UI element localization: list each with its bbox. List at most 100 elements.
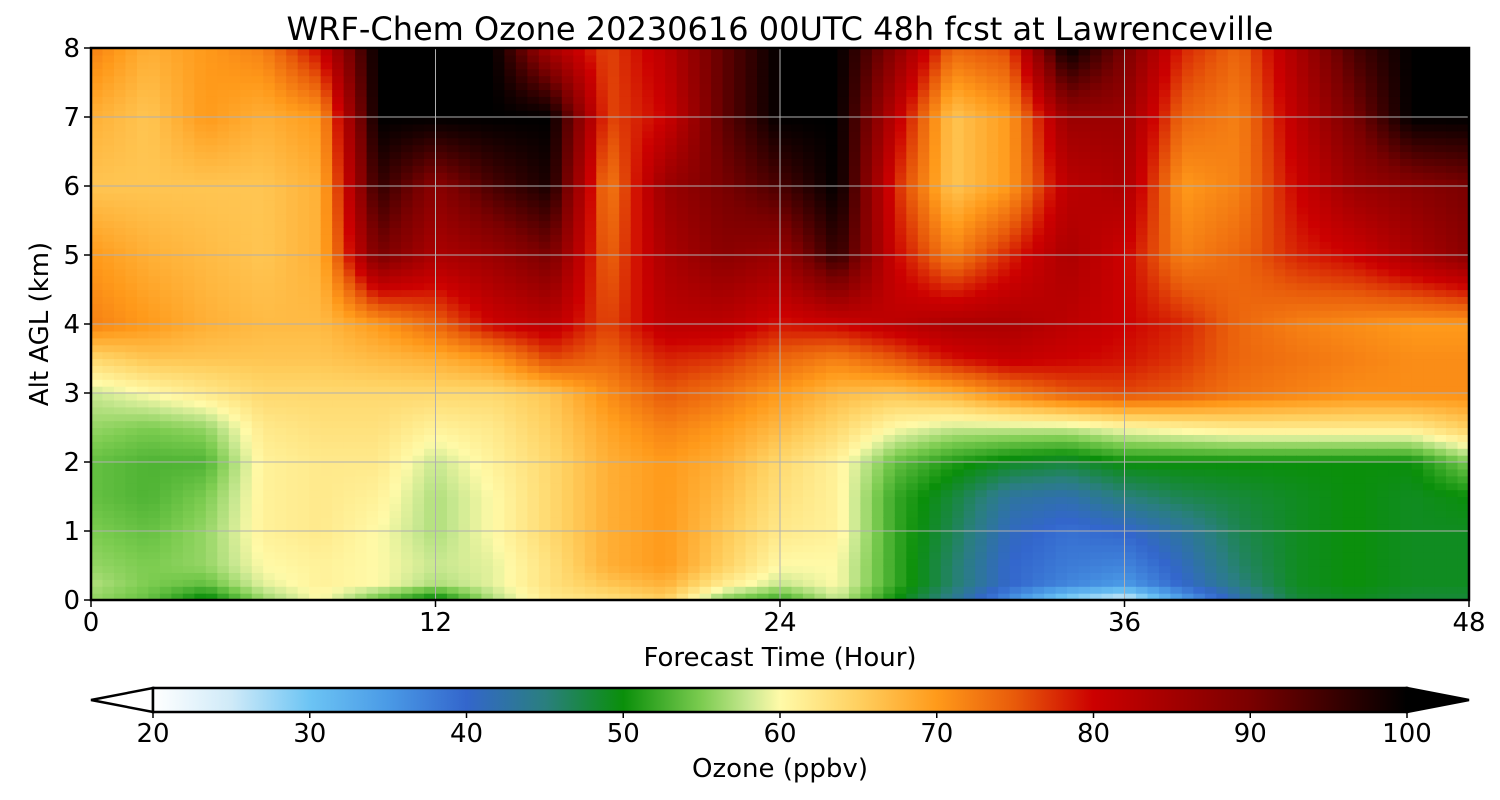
heatmap-cell: [446, 172, 460, 180]
heatmap-cell: [240, 330, 253, 339]
heatmap-cell: [401, 75, 414, 84]
heatmap-cell: [584, 324, 597, 332]
heatmap-cell: [653, 448, 666, 456]
heatmap-cell: [515, 227, 528, 235]
heatmap-cell: [573, 110, 586, 118]
heatmap-cell: [309, 110, 322, 118]
heatmap-cell: [607, 372, 620, 380]
heatmap-cell: [780, 117, 793, 125]
heatmap-cell: [136, 282, 150, 291]
heatmap-cell: [194, 261, 207, 270]
heatmap-cell: [194, 510, 207, 518]
heatmap-cell: [768, 510, 781, 518]
heatmap-cell: [136, 89, 150, 97]
heatmap-cell: [309, 241, 322, 249]
heatmap-cell: [527, 172, 540, 180]
heatmap-cell: [481, 510, 494, 518]
heatmap-cell: [745, 337, 758, 346]
heatmap-cell: [205, 531, 218, 539]
heatmap-cell: [584, 158, 597, 166]
heatmap-cell: [159, 579, 172, 587]
heatmap-cell: [630, 227, 643, 235]
heatmap-cell: [102, 220, 115, 228]
heatmap-cell: [780, 379, 793, 387]
heatmap-cell: [136, 344, 150, 353]
heatmap-cell: [619, 551, 632, 560]
heatmap-cell: [217, 344, 230, 353]
heatmap-cell: [274, 206, 287, 215]
heatmap-cell: [309, 579, 322, 587]
heatmap-cell: [538, 75, 551, 84]
heatmap-cell: [481, 475, 494, 484]
heatmap-cell: [159, 186, 172, 194]
heatmap-cell: [194, 165, 207, 173]
heatmap-cell: [584, 206, 597, 215]
heatmap-cell: [469, 275, 483, 284]
heatmap-cell: [102, 241, 115, 249]
heatmap-cell: [665, 462, 678, 470]
heatmap-cell: [481, 151, 494, 159]
heatmap-cell: [745, 144, 758, 153]
heatmap-cell: [194, 234, 207, 242]
heatmap-cell: [722, 48, 735, 56]
heatmap-cell: [91, 110, 104, 118]
heatmap-cell: [297, 261, 310, 270]
heatmap-cell: [240, 296, 253, 304]
heatmap-cell: [320, 365, 333, 373]
heatmap-cell: [757, 531, 770, 539]
heatmap-cell: [251, 227, 264, 235]
heatmap-cell: [343, 54, 356, 63]
heatmap-cell: [515, 172, 528, 180]
heatmap-cell: [251, 413, 264, 422]
heatmap-cell: [125, 565, 138, 573]
heatmap-cell: [343, 365, 356, 373]
heatmap-cell: [378, 344, 391, 353]
heatmap-cell: [355, 324, 368, 332]
heatmap-cell: [469, 462, 483, 470]
heatmap-cell: [401, 517, 414, 525]
heatmap-cell: [389, 413, 402, 422]
heatmap-cell: [515, 275, 528, 284]
heatmap-cell: [676, 372, 689, 380]
heatmap-cell: [113, 282, 127, 291]
heatmap-cell: [389, 551, 402, 560]
heatmap-cell: [768, 220, 781, 228]
heatmap-cell: [550, 165, 563, 173]
heatmap-cell: [401, 324, 414, 332]
heatmap-cell: [332, 158, 345, 166]
heatmap-cell: [665, 496, 678, 504]
heatmap-cell: [596, 386, 609, 394]
heatmap-cell: [332, 406, 345, 415]
heatmap-cell: [676, 75, 689, 84]
heatmap-cell: [676, 172, 689, 180]
heatmap-cell: [194, 572, 207, 580]
heatmap-cell: [688, 565, 701, 573]
heatmap-cell: [217, 420, 230, 429]
heatmap-cell: [699, 165, 712, 173]
heatmap-cell: [734, 427, 747, 435]
heatmap-cell: [424, 503, 437, 511]
heatmap-cell: [504, 130, 517, 139]
heatmap-cell: [389, 234, 402, 242]
heatmap-cell: [205, 517, 218, 525]
heatmap-cell: [240, 413, 253, 422]
heatmap-cell: [584, 393, 597, 401]
heatmap-cell: [194, 386, 207, 394]
heatmap-cell: [446, 579, 460, 587]
heatmap-cell: [711, 103, 724, 111]
heatmap-cell: [642, 296, 655, 304]
heatmap-cell: [228, 379, 241, 387]
heatmap-cell: [619, 110, 632, 118]
heatmap-cell: [630, 489, 643, 498]
heatmap-cell: [469, 303, 483, 311]
heatmap-cell: [182, 482, 195, 491]
heatmap-cell: [378, 503, 391, 511]
heatmap-cell: [102, 303, 115, 311]
heatmap-cell: [630, 475, 643, 484]
heatmap-cell: [768, 144, 781, 153]
heatmap-cell: [309, 310, 322, 318]
heatmap-cell: [780, 565, 793, 573]
heatmap-cell: [642, 489, 655, 498]
heatmap-cell: [504, 103, 517, 111]
heatmap-cell: [538, 434, 551, 442]
